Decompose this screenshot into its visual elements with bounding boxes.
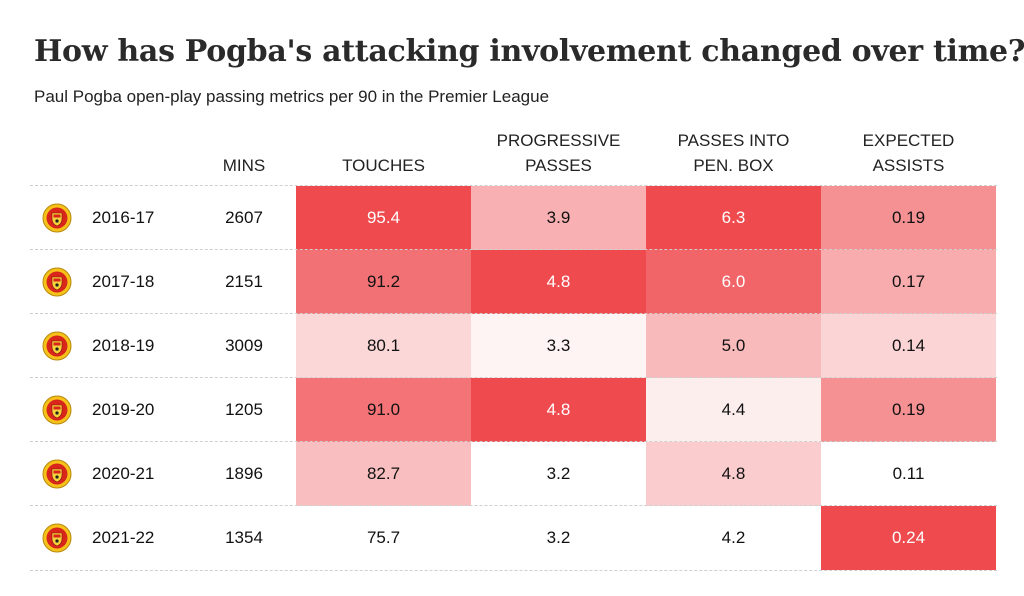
mins-value: 1354 <box>225 528 263 547</box>
season-label: 2021-22 <box>92 528 155 547</box>
heat-cell-touches: 80.1 <box>296 314 471 378</box>
heat-cell-progressive-passes: 3.3 <box>471 314 646 378</box>
manchester-united-crest-icon <box>42 267 72 297</box>
heat-cell-touches: 95.4 <box>296 186 471 250</box>
heat-cell-passes-into-box: 4.2 <box>646 506 821 570</box>
heat-cell-touches: 91.0 <box>296 378 471 442</box>
table-row: 2019-20 1205 91.0 4.8 4.4 0.19 <box>30 377 997 442</box>
column-header-mins: MINS <box>222 156 266 175</box>
heat-cell-expected-assists: 0.19 <box>821 186 996 250</box>
season-label: 2018-19 <box>92 336 155 355</box>
manchester-united-crest-icon <box>42 203 72 233</box>
heat-cell-touches: 75.7 <box>296 506 471 570</box>
mins-value: 3009 <box>225 336 263 355</box>
heat-cell-passes-into-box: 6.3 <box>646 186 821 250</box>
chart-title: How has Pogba's attacking involvement ch… <box>34 34 1024 69</box>
season-label: 2016-17 <box>92 208 155 227</box>
table-row: 2020-21 1896 82.7 3.2 4.8 0.11 <box>30 441 997 506</box>
mins-value: 1896 <box>225 464 263 483</box>
heat-cell-expected-assists: 0.24 <box>821 506 996 570</box>
mins-value: 1205 <box>225 400 263 419</box>
heat-cell-progressive-passes: 4.8 <box>471 250 646 314</box>
heat-cell-progressive-passes: 3.9 <box>471 186 646 250</box>
table-row: 2017-18 2151 91.2 4.8 6.0 0.17 <box>30 249 997 314</box>
season-label: 2017-18 <box>92 272 155 291</box>
column-header-expected-assists: EXPECTED ASSISTS <box>862 131 955 175</box>
manchester-united-crest-icon <box>42 523 72 553</box>
heat-cell-passes-into-box: 5.0 <box>646 314 821 378</box>
chart-subtitle: Paul Pogba open-play passing metrics per… <box>34 87 550 106</box>
mins-value: 2607 <box>225 208 263 227</box>
column-header-progressive-passes: PROGRESSIVE PASSES <box>496 131 621 175</box>
manchester-united-crest-icon <box>42 459 72 489</box>
manchester-united-crest-icon <box>42 331 72 361</box>
table-row: 2018-19 3009 80.1 3.3 5.0 0.14 <box>30 313 997 378</box>
heat-cell-touches: 82.7 <box>296 442 471 506</box>
column-header-passes-into-box: PASSES INTO PEN. BOX <box>677 131 790 175</box>
mins-value: 2151 <box>225 272 263 291</box>
heat-cell-passes-into-box: 4.8 <box>646 442 821 506</box>
heat-cell-progressive-passes: 3.2 <box>471 442 646 506</box>
column-header-touches: TOUCHES <box>342 156 425 175</box>
heat-cell-expected-assists: 0.11 <box>821 442 996 506</box>
season-label: 2020-21 <box>92 464 155 483</box>
season-label: 2019-20 <box>92 400 155 419</box>
heat-cell-passes-into-box: 6.0 <box>646 250 821 314</box>
heat-cell-progressive-passes: 3.2 <box>471 506 646 570</box>
heat-cell-expected-assists: 0.19 <box>821 378 996 442</box>
heat-cell-expected-assists: 0.17 <box>821 250 996 314</box>
heat-cell-touches: 91.2 <box>296 250 471 314</box>
heat-cell-expected-assists: 0.14 <box>821 314 996 378</box>
table-row: 2021-22 1354 75.7 3.2 4.2 0.24 <box>30 505 997 571</box>
heat-cell-progressive-passes: 4.8 <box>471 378 646 442</box>
table-row: 2016-17 2607 95.4 3.9 6.3 0.19 <box>30 185 997 250</box>
heat-cell-passes-into-box: 4.4 <box>646 378 821 442</box>
manchester-united-crest-icon <box>42 395 72 425</box>
